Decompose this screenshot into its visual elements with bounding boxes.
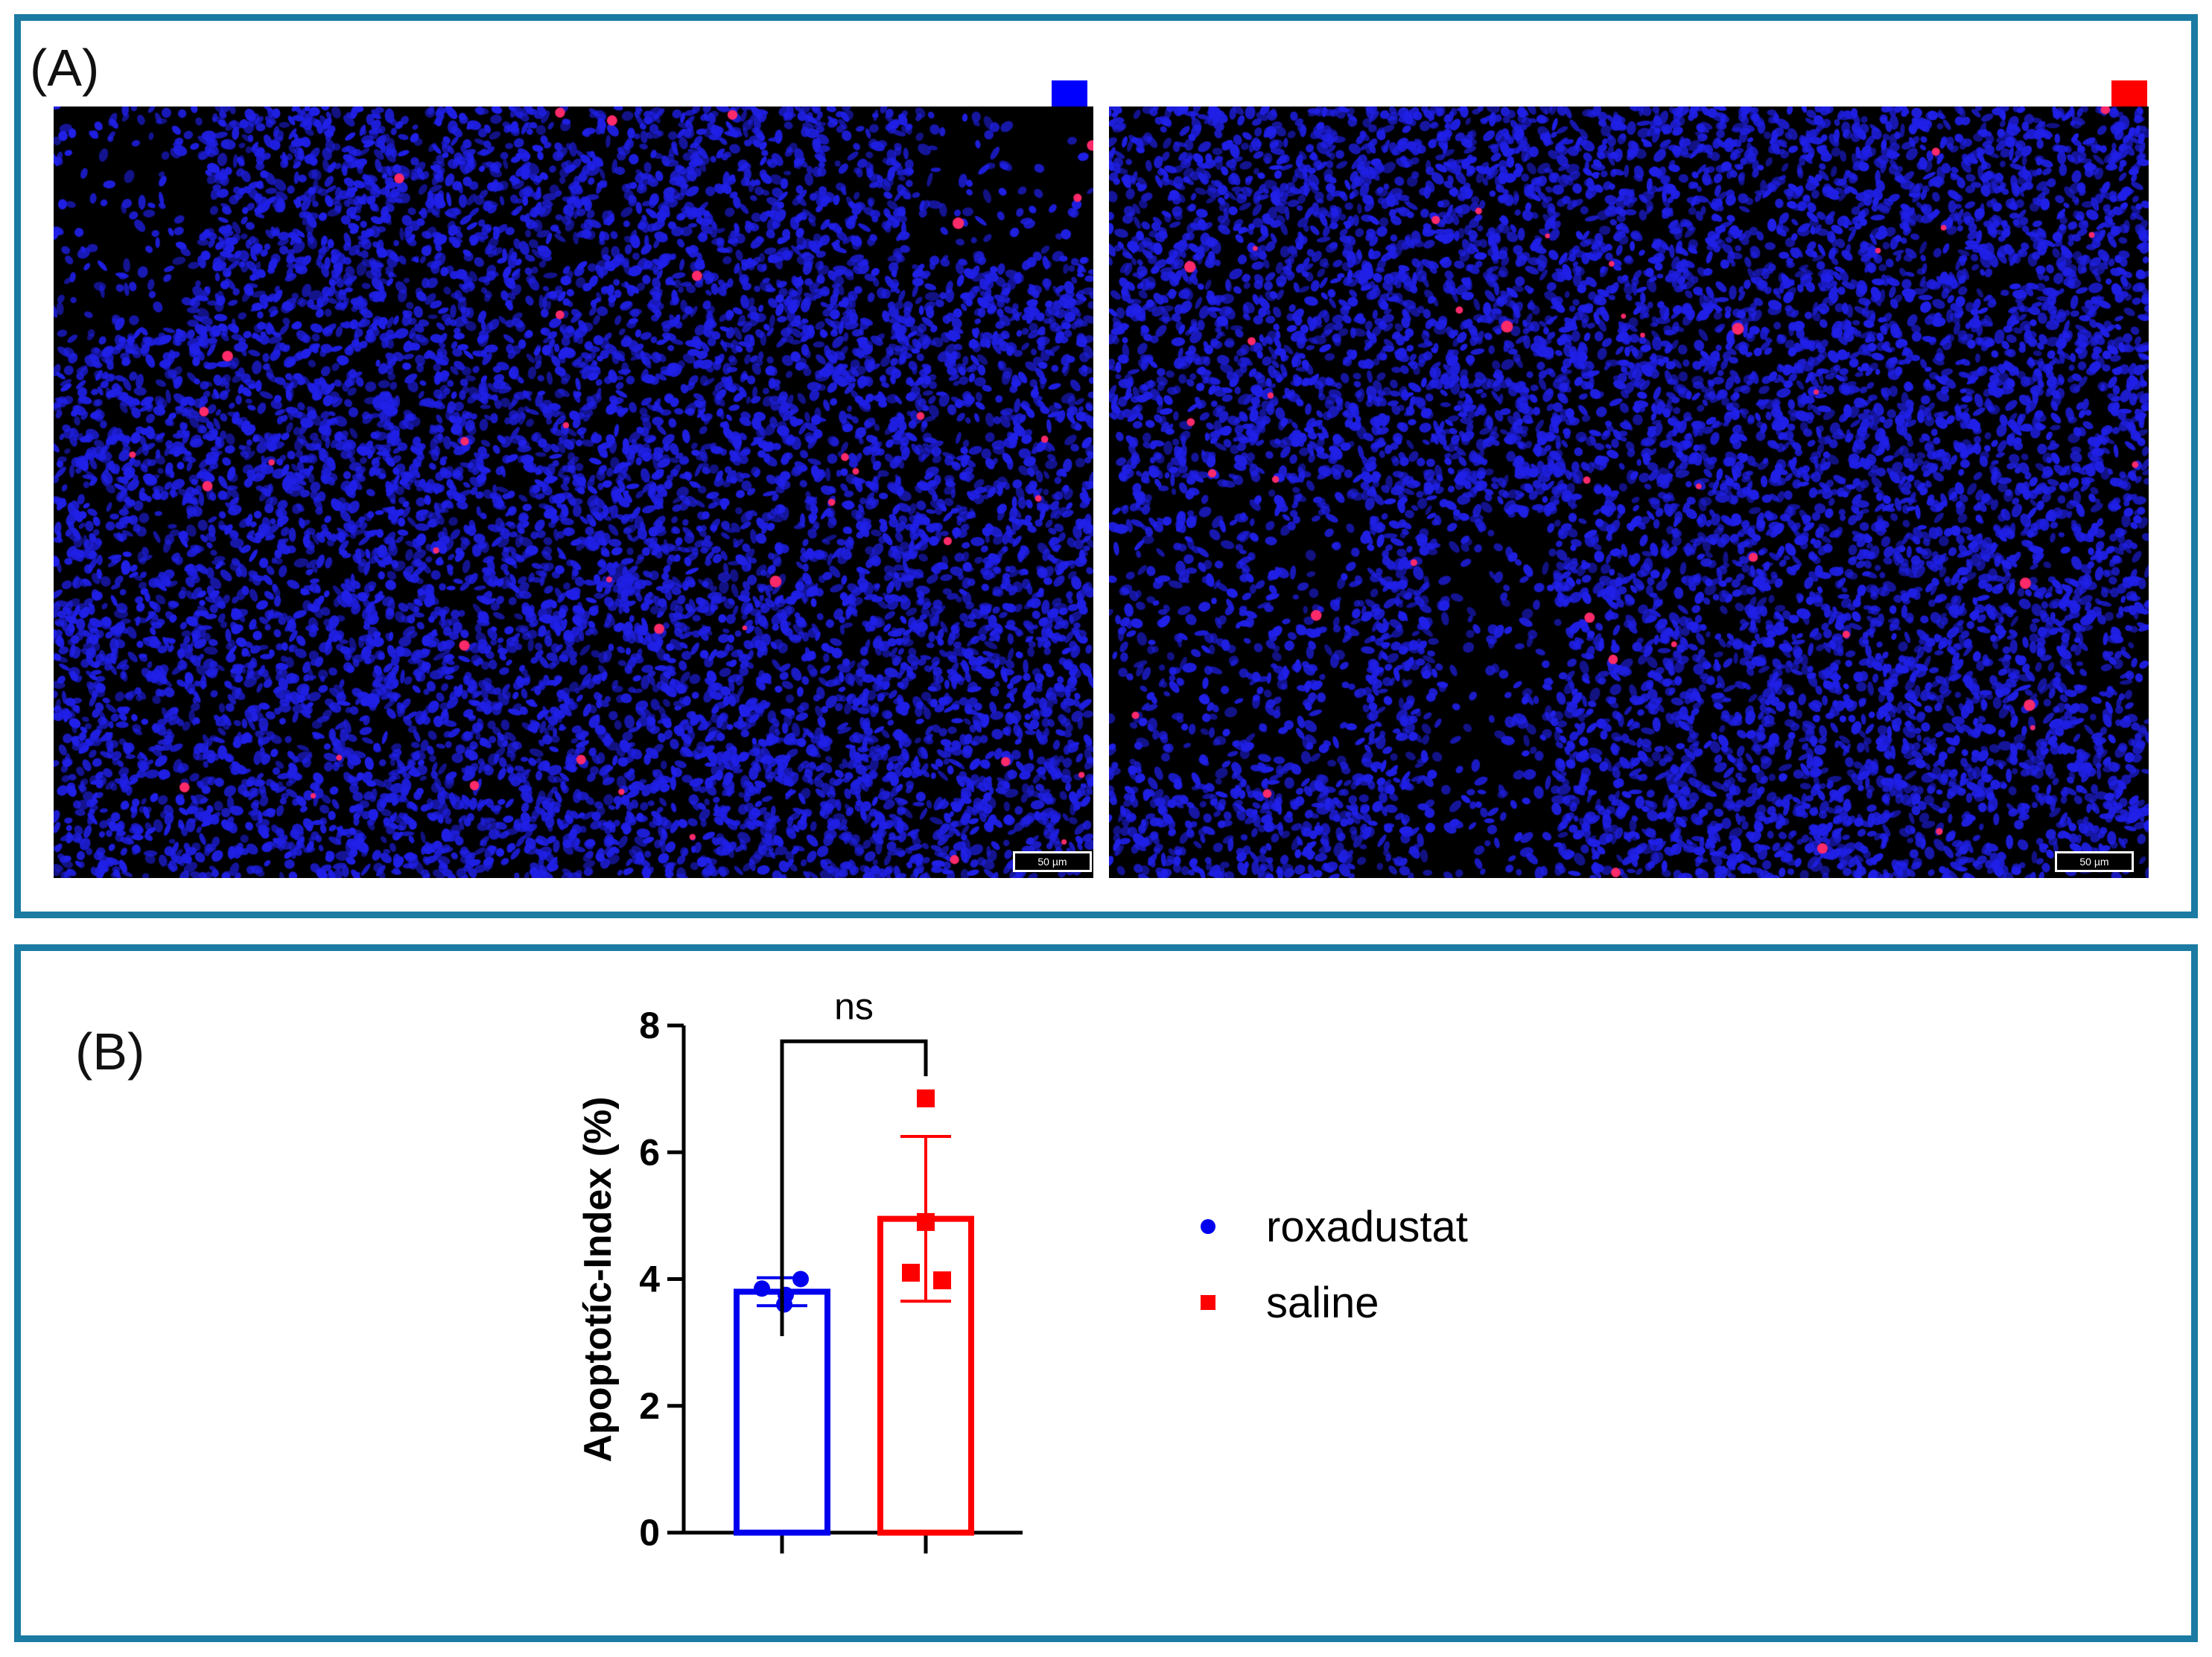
legend-marker-roxadustat	[1201, 1219, 1215, 1234]
scale-bar-saline: 50 µm	[2055, 851, 2134, 872]
point-saline	[917, 1089, 935, 1107]
panel-a-label: (A)	[30, 39, 100, 97]
legend-marker-saline	[1201, 1295, 1215, 1310]
point-saline	[917, 1212, 935, 1231]
y-tick-label: 6	[639, 1131, 660, 1173]
y-axis-label: Apoptotíc-Index (%)	[576, 1096, 620, 1462]
y-tick-label: 8	[639, 1005, 660, 1046]
panel-a: (A) 50 µm 50 µm	[14, 14, 2198, 918]
point-roxadustat	[754, 1280, 770, 1297]
legend-label-saline: saline	[1266, 1279, 1379, 1327]
panel-b-label: (B)	[75, 1022, 145, 1081]
y-tick-label: 2	[639, 1385, 660, 1427]
significance-line	[780, 1039, 928, 1337]
chart-bars	[734, 1134, 974, 1536]
chart-legend: roxadustat saline	[1201, 1203, 1468, 1327]
point-roxadustat	[776, 1296, 792, 1313]
panel-b: (B)	[14, 944, 2198, 1642]
significance-label: ns	[834, 985, 874, 1027]
point-saline	[902, 1263, 920, 1282]
point-roxadustat	[792, 1270, 809, 1288]
micrograph-roxadustat: 50 µm	[54, 106, 1093, 878]
significance-bracket: ns	[780, 985, 928, 1337]
y-tick-label: 0	[639, 1512, 660, 1553]
micrograph-saline: 50 µm	[1109, 106, 2149, 878]
point-saline	[933, 1271, 951, 1290]
y-tick-label: 4	[639, 1259, 660, 1300]
scale-bar-roxadustat: 50 µm	[1013, 851, 1092, 872]
legend-label-roxadustat: roxadustat	[1266, 1203, 1468, 1251]
chart-axes: 0 2 4 6 8 Apoptotíc-Index (%)	[576, 1005, 1023, 1553]
